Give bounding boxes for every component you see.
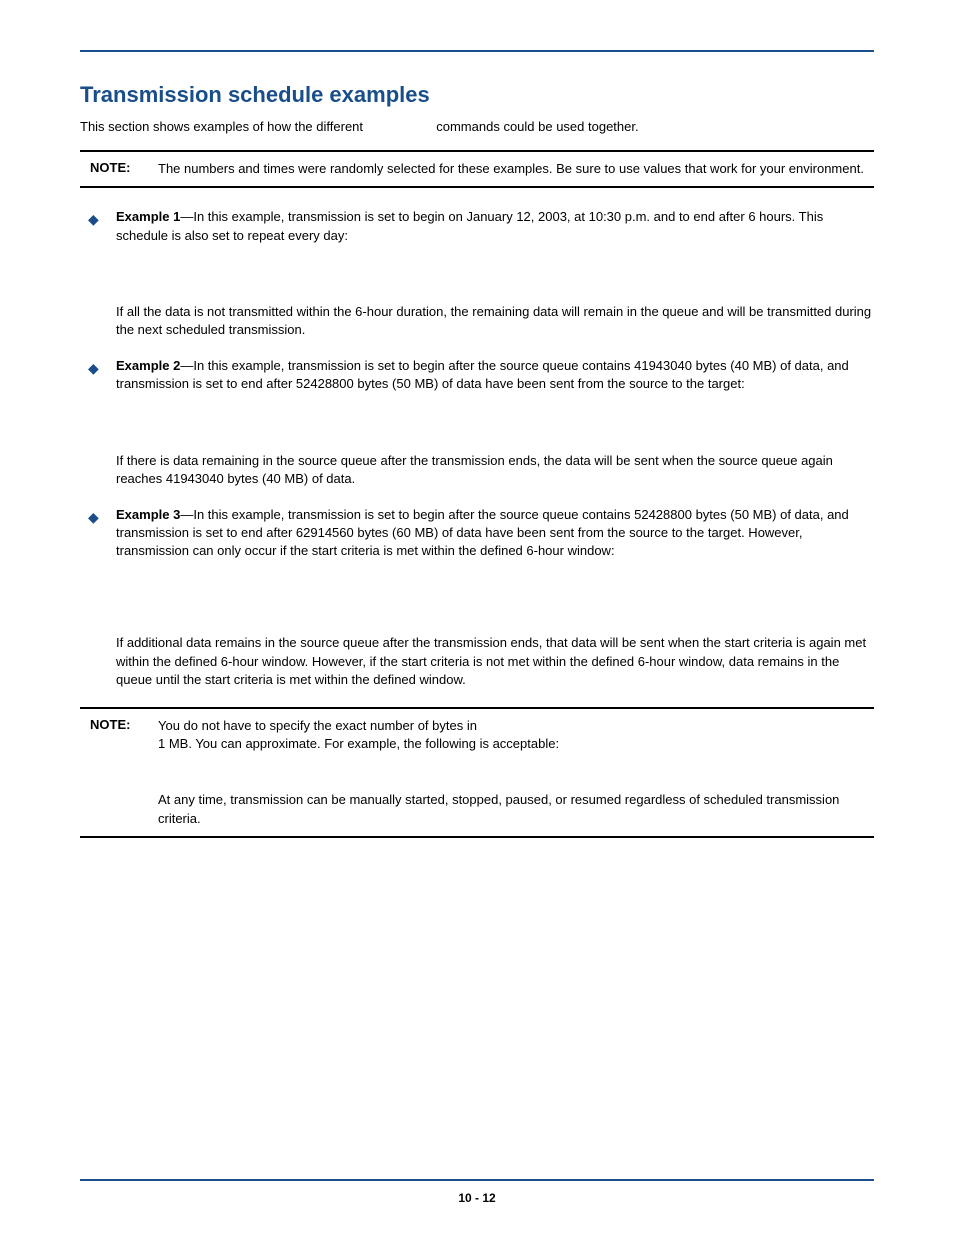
- code-spacer: [116, 404, 874, 452]
- example-item-1: ◆ Example 1—In this example, transmissio…: [80, 208, 874, 339]
- page-heading: Transmission schedule examples: [80, 82, 874, 108]
- example-2-follow: If there is data remaining in the source…: [116, 452, 874, 488]
- note-box-2: NOTE: You do not have to specify the exa…: [80, 707, 874, 838]
- diamond-bullet-icon: ◆: [88, 359, 99, 379]
- note-text: You do not have to specify the exact num…: [158, 717, 874, 828]
- code-spacer: [116, 255, 874, 303]
- intro-pre: This section shows examples of how the d…: [80, 119, 367, 134]
- page-footer: 10 - 12: [80, 1179, 874, 1205]
- example-1-rest: —In this example, transmission is set to…: [116, 209, 823, 242]
- example-2-rest: —In this example, transmission is set to…: [116, 358, 849, 391]
- intro-post: commands could be used together.: [433, 119, 639, 134]
- example-item-3: ◆ Example 3—In this example, transmissio…: [80, 506, 874, 689]
- example-1-follow: If all the data is not transmitted withi…: [116, 303, 874, 339]
- code-spacer: [116, 570, 874, 634]
- note-label: NOTE:: [80, 717, 158, 828]
- note2-spacer: [158, 753, 874, 791]
- example-1-lead: Example 1—In this example, transmission …: [116, 208, 874, 244]
- example-3-follow: If additional data remains in the source…: [116, 634, 874, 689]
- diamond-bullet-icon: ◆: [88, 508, 99, 528]
- example-2-bold: Example 2: [116, 358, 180, 373]
- page-number: 10 - 12: [458, 1191, 495, 1205]
- note2-line1: You do not have to specify the exact num…: [158, 718, 477, 733]
- example-3-rest: —In this example, transmission is set to…: [116, 507, 849, 558]
- example-1-bold: Example 1: [116, 209, 180, 224]
- example-3-lead: Example 3—In this example, transmission …: [116, 506, 874, 561]
- top-rule: [80, 50, 874, 52]
- example-2-lead: Example 2—In this example, transmission …: [116, 357, 874, 393]
- note-box-1: NOTE: The numbers and times were randoml…: [80, 150, 874, 188]
- diamond-bullet-icon: ◆: [88, 210, 99, 230]
- note-text: The numbers and times were randomly sele…: [158, 160, 864, 178]
- example-item-2: ◆ Example 2—In this example, transmissio…: [80, 357, 874, 488]
- example-list: ◆ Example 1—In this example, transmissio…: [80, 208, 874, 689]
- note2-line1b: 1 MB. You can approximate. For example, …: [158, 736, 559, 751]
- note2-line2: At any time, transmission can be manuall…: [158, 792, 839, 825]
- note-label: NOTE:: [80, 160, 158, 178]
- example-3-bold: Example 3: [116, 507, 180, 522]
- intro-paragraph: This section shows examples of how the d…: [80, 118, 874, 136]
